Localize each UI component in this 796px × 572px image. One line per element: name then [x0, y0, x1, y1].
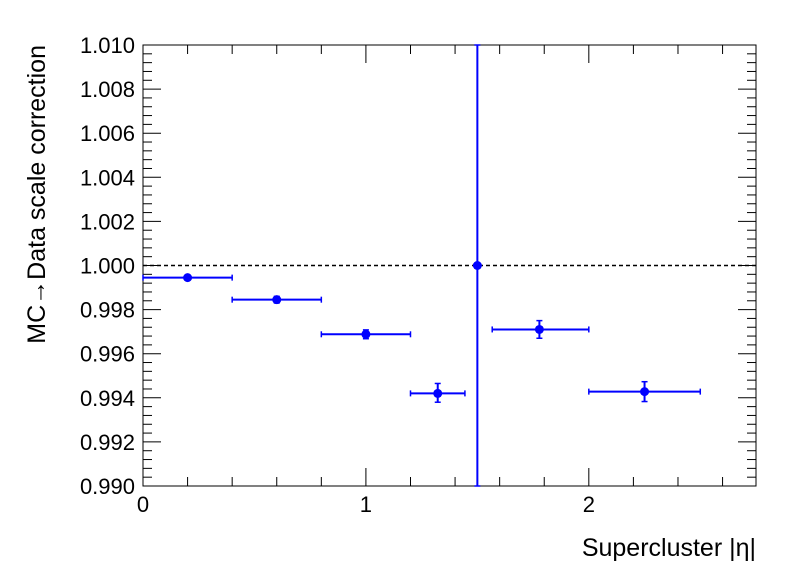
y-tick-label: 1.010	[80, 33, 135, 58]
data-marker	[472, 261, 482, 270]
tick-labels-group: 0.990 0.992 0.994 0.996 0.998 1.000 1.002 1.004…	[80, 33, 595, 517]
data-point	[142, 273, 233, 283]
axis-ticks-group	[142, 44, 756, 487]
data-point	[409, 382, 466, 403]
y-tick-label: 0.992	[80, 430, 135, 455]
y-tick-label: 0.996	[80, 342, 135, 367]
x-axis-title: Supercluster |η|	[582, 534, 756, 562]
x-tick-label: 1	[360, 492, 372, 517]
data-marker	[272, 295, 282, 305]
data-point	[231, 295, 323, 305]
data-point	[588, 380, 702, 403]
x-tick-label: 0	[137, 492, 149, 517]
y-tick-label: 0.990	[80, 474, 135, 499]
data-marker	[433, 388, 443, 398]
y-tick-label: 1.000	[80, 254, 135, 279]
data-points-group	[142, 44, 702, 487]
data-marker	[534, 324, 544, 334]
y-tick-label: 0.998	[80, 298, 135, 323]
y-axis-title: MC→Data scale correction	[23, 45, 51, 344]
data-point	[320, 329, 412, 340]
y-tick-label: 1.002	[80, 209, 135, 234]
data-point	[472, 44, 482, 487]
data-marker	[183, 273, 193, 283]
data-marker	[361, 329, 371, 339]
data-point	[491, 319, 590, 340]
data-marker	[640, 387, 650, 397]
x-tick-label: 2	[583, 492, 595, 517]
y-tick-label: 0.994	[80, 386, 135, 411]
y-tick-label: 1.008	[80, 77, 135, 102]
y-tick-label: 1.004	[80, 165, 135, 190]
y-tick-label: 1.006	[80, 121, 135, 146]
